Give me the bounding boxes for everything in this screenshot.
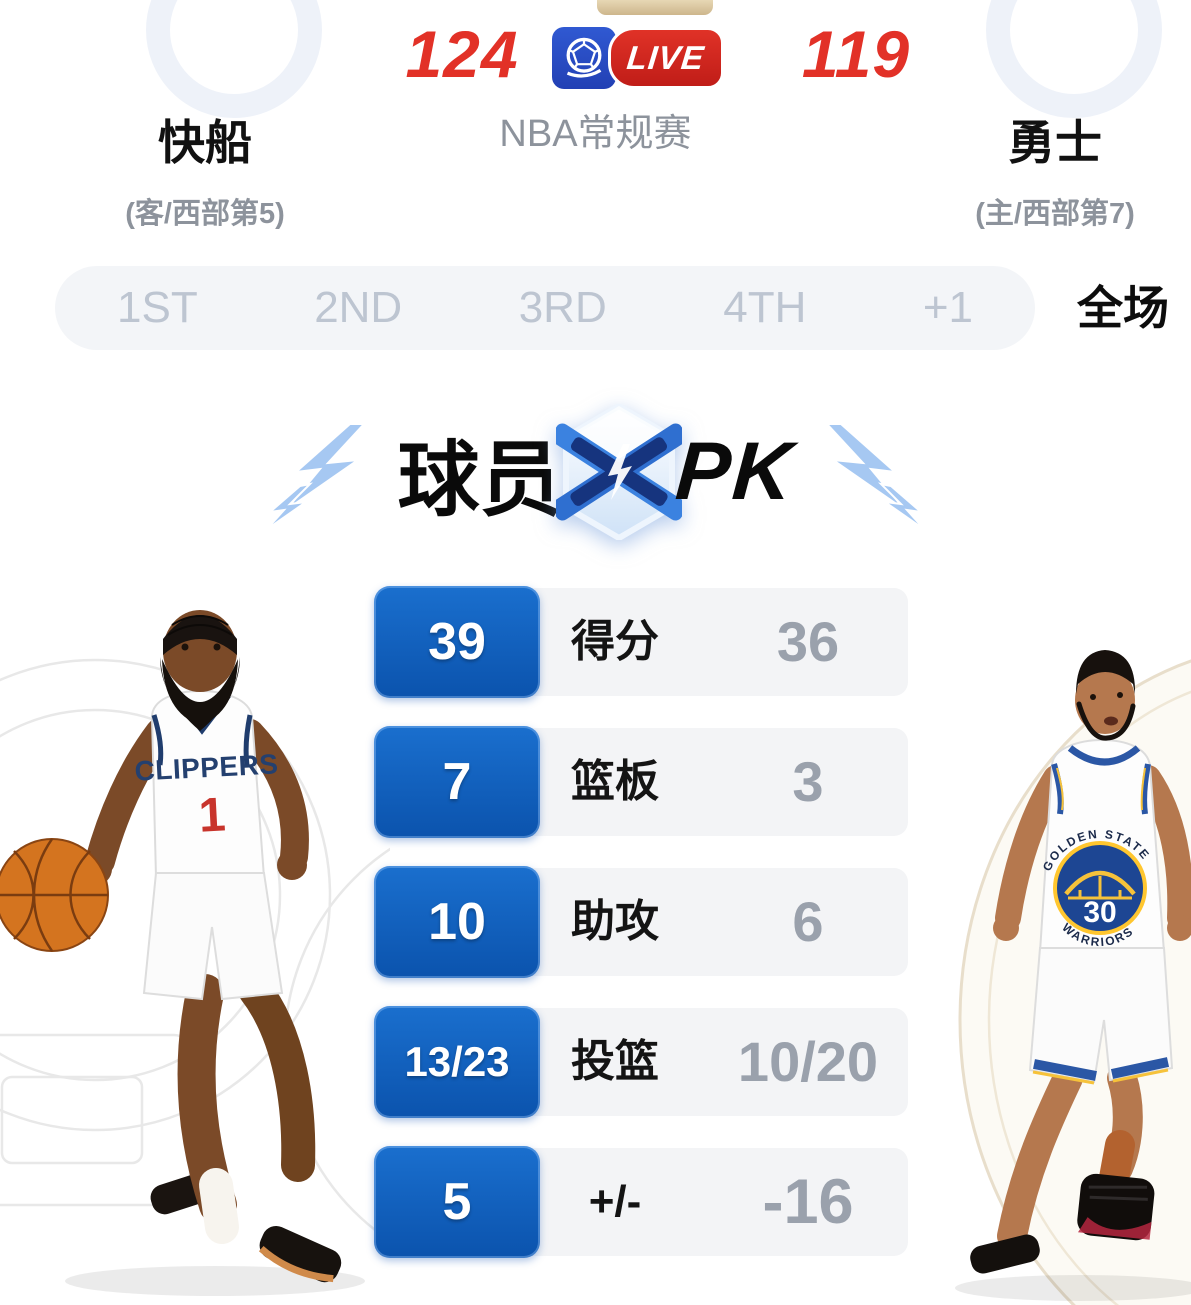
home-stat-value: 10/20	[737, 1030, 879, 1093]
tab-2nd[interactable]: 2ND	[314, 283, 403, 332]
away-score: 124	[405, 17, 519, 91]
home-jersey-number: 30	[1083, 896, 1116, 929]
home-stat-value: -16	[762, 1167, 854, 1237]
versus-emblem-icon	[555, 404, 682, 540]
home-team-name: 勇士	[1008, 116, 1102, 169]
away-jersey-text: CLIPPERS	[134, 748, 279, 786]
lightning-icon	[825, 423, 926, 530]
away-team-name: 快船	[158, 116, 252, 169]
live-label: LIVE	[625, 39, 707, 76]
away-stat-value: 7	[442, 753, 472, 811]
stat-row-rebounds: 7 篮板 3	[0, 726, 1191, 838]
tab-full-game[interactable]: 全场	[1077, 282, 1169, 334]
tab-1st[interactable]: 1ST	[117, 283, 198, 332]
tab-4th[interactable]: 4TH	[723, 283, 807, 332]
stat-label: 篮板	[571, 757, 659, 806]
home-stat-value: 6	[792, 890, 824, 953]
home-stat-value: 36	[776, 610, 840, 673]
stat-row-field-goals: 13/23 投篮 10/20	[0, 1006, 1191, 1118]
away-stat-box: 5	[374, 1146, 540, 1258]
basketball-icon	[0, 838, 109, 952]
home-stat-value: 3	[792, 750, 824, 813]
stat-label: 助攻	[571, 897, 659, 946]
medal-tab-decor	[597, 0, 713, 15]
pk-title: 球员 PK	[0, 402, 1191, 542]
away-stat-value: 5	[442, 1173, 472, 1231]
home-player-photo: 30 GOLDEN STATE WARRIORS	[955, 650, 1191, 1305]
pk-title-suffix: PK	[672, 426, 797, 517]
away-logo-ring	[146, 0, 322, 118]
stat-row-assists: 10 助攻 6	[0, 866, 1191, 978]
league-label: NBA常规赛	[499, 113, 692, 155]
stat-label: 得分	[571, 617, 659, 666]
stat-row-points: 39 得分 36	[0, 586, 1191, 698]
tab-3rd[interactable]: 3RD	[518, 283, 607, 332]
away-player-photo: CLIPPERS 1	[0, 610, 390, 1296]
live-badge[interactable]: LIVE	[552, 27, 724, 89]
home-team-detail: (主/西部第7)	[975, 198, 1135, 230]
home-team-block: 勇士 (主/西部第7)	[895, 104, 1191, 232]
away-stat-box: 7	[374, 726, 540, 838]
away-jersey-number: 1	[197, 788, 226, 842]
away-stat-box: 13/23	[374, 1006, 540, 1118]
away-team-block: 快船 (客/西部第5)	[45, 104, 365, 232]
away-stat-value: 39	[428, 613, 486, 671]
tab-overtime[interactable]: +1	[922, 283, 973, 332]
stat-label: +/-	[588, 1177, 642, 1226]
lightning-icon	[265, 423, 366, 530]
away-stat-value: 13/23	[404, 1038, 510, 1085]
away-stat-value: 10	[428, 893, 486, 951]
away-stat-box: 39	[374, 586, 540, 698]
home-score: 119	[801, 17, 911, 91]
broadcast-ball-icon	[552, 27, 616, 89]
stat-label: 投篮	[571, 1037, 659, 1086]
away-team-detail: (客/西部第5)	[125, 198, 285, 230]
pk-title-prefix: 球员	[397, 434, 562, 526]
away-stat-box: 10	[374, 866, 540, 978]
live-pill: LIVE	[608, 27, 724, 89]
quarter-tab-bar: 1ST 2ND 3RD 4TH +1	[55, 266, 1035, 350]
home-logo-ring	[986, 0, 1162, 118]
stat-row-plus-minus: 5 +/- -16	[0, 1146, 1191, 1258]
